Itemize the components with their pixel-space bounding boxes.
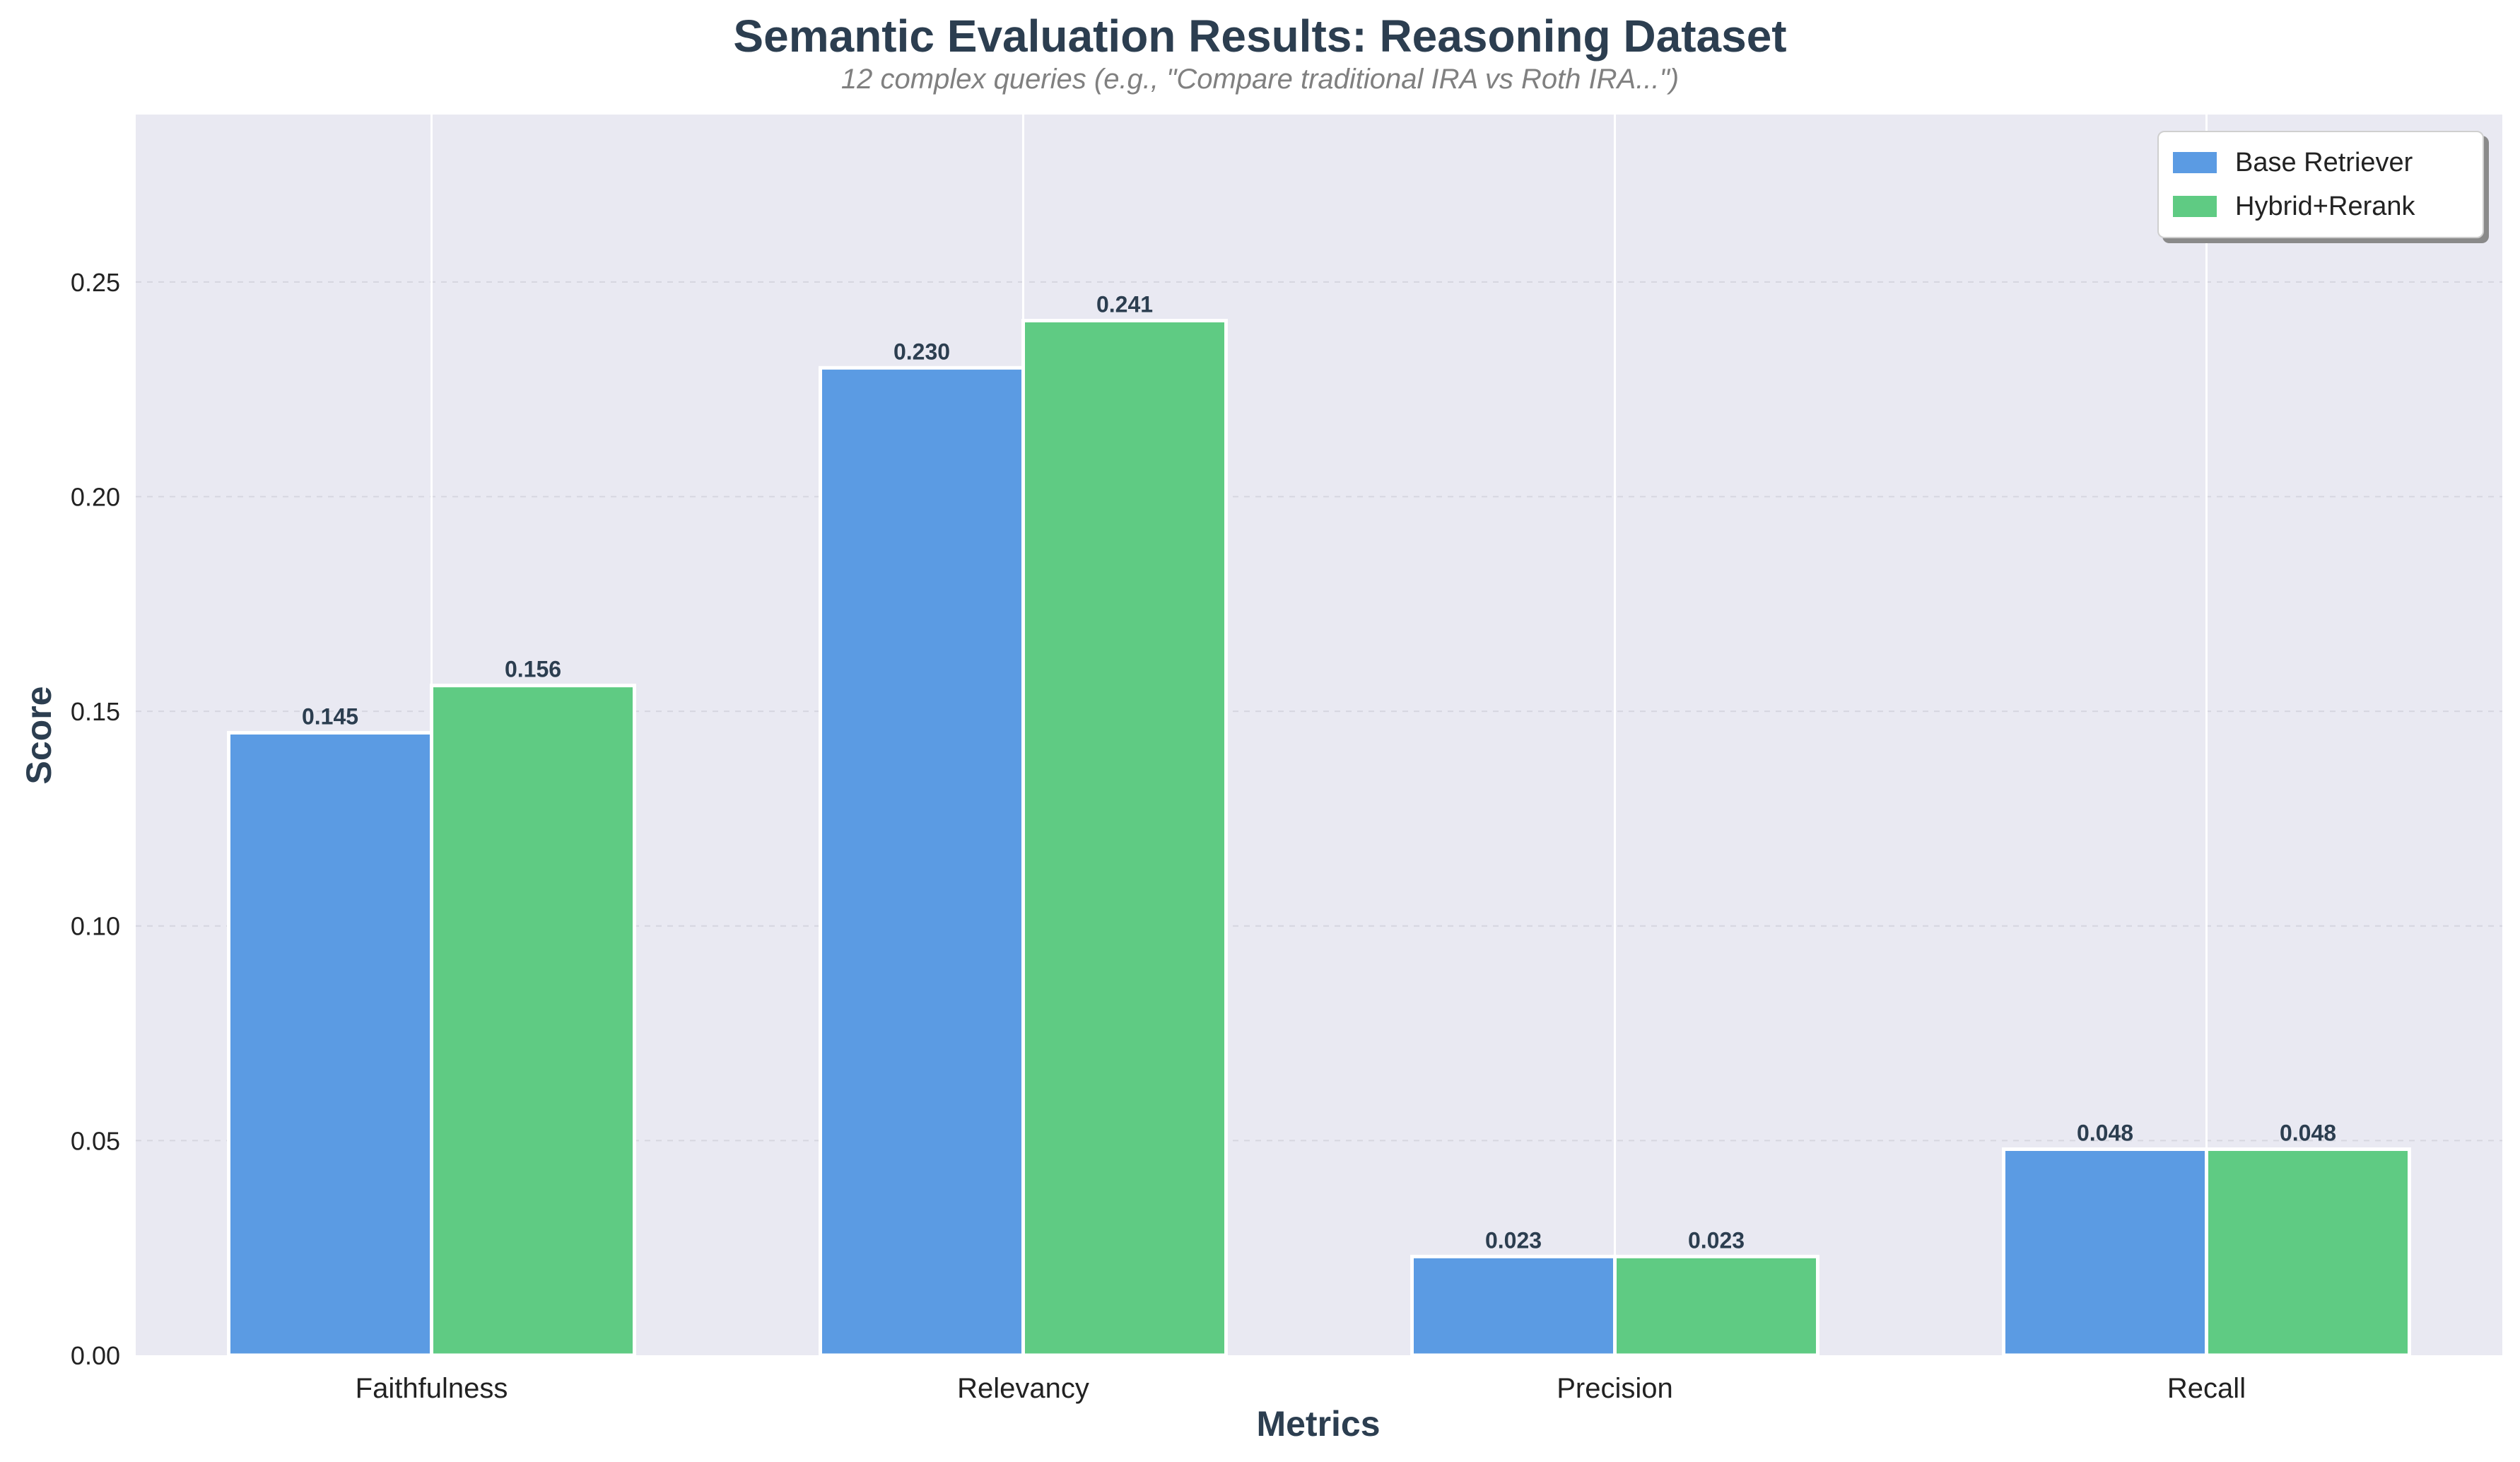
bar — [819, 366, 1025, 1357]
data-label: 0.023 — [1485, 1227, 1542, 1253]
y-tick-label: 0.05 — [71, 1126, 120, 1155]
legend-label-hybrid: Hybrid+Rerank — [2235, 191, 2415, 221]
data-label: 0.023 — [1688, 1227, 1745, 1253]
x-tick-label: Recall — [2167, 1373, 2246, 1404]
x-tick-label: Relevancy — [957, 1373, 1089, 1404]
chart-subtitle: 12 complex queries (e.g., "Compare tradi… — [840, 64, 1680, 95]
x-axis-label: Metrics — [1256, 1404, 1381, 1444]
legend-item-base: Base Retriever — [2173, 141, 2468, 185]
y-tick-label: 0.15 — [71, 697, 120, 726]
data-label: 0.230 — [893, 339, 950, 364]
legend: Base Retriever Hybrid+Rerank — [2157, 131, 2484, 238]
y-tick-label: 0.00 — [71, 1341, 120, 1370]
bar — [1613, 1254, 1819, 1357]
bar — [2205, 1147, 2411, 1357]
y-tick-label: 0.25 — [71, 268, 120, 297]
bar — [227, 730, 433, 1357]
bar — [2002, 1147, 2208, 1357]
bar — [430, 684, 636, 1357]
legend-label-base: Base Retriever — [2235, 147, 2413, 177]
bar — [1021, 318, 1228, 1357]
legend-swatch-hybrid — [2173, 196, 2217, 217]
data-label: 0.156 — [505, 657, 561, 682]
legend-item-hybrid: Hybrid+Rerank — [2173, 185, 2468, 228]
legend-swatch-base — [2173, 152, 2217, 173]
data-label: 0.145 — [302, 703, 358, 729]
x-tick-label: Faithfulness — [356, 1373, 508, 1404]
chart-title: Semantic Evaluation Results: Reasoning D… — [733, 11, 1787, 62]
y-tick-label: 0.20 — [71, 482, 120, 511]
x-tick-label: Precision — [1557, 1373, 1673, 1404]
data-label: 0.241 — [1096, 291, 1153, 317]
bar — [1410, 1254, 1617, 1357]
y-tick-label: 0.10 — [71, 912, 120, 941]
data-label: 0.048 — [2077, 1121, 2133, 1146]
data-label: 0.048 — [2280, 1121, 2336, 1146]
